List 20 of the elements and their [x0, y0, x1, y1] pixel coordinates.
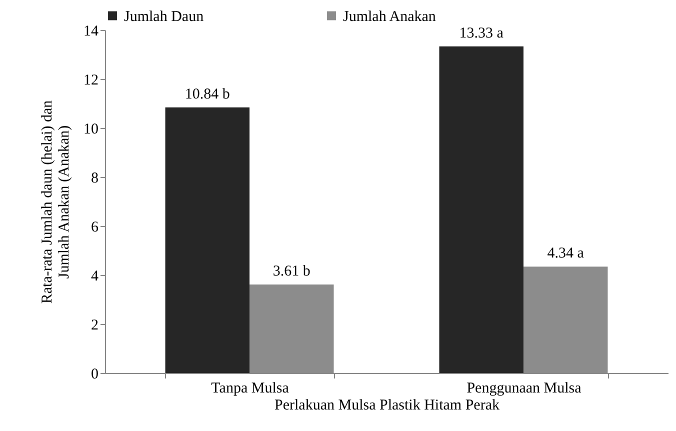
data-label: 4.34 a: [547, 246, 584, 262]
y-tick-label: 12: [84, 72, 98, 88]
y-tick-label: 4: [91, 268, 99, 284]
y-tick-label: 2: [91, 318, 98, 334]
x-axis-title: Perlakuan Mulsa Plastik Hitam Perak: [274, 398, 500, 414]
x-tick-label: Penggunaan Mulsa: [466, 380, 582, 396]
bar: [439, 46, 524, 373]
y-tick-label: 8: [91, 170, 98, 186]
y-tick-label: 10: [84, 122, 98, 138]
data-label: 10.84 b: [184, 86, 230, 102]
x-tick-label: Tanpa Mulsa: [211, 380, 290, 396]
data-label: 3.61 b: [272, 264, 310, 280]
legend-label: Jumlah Anakan: [343, 8, 436, 25]
legend-label: Jumlah Daun: [124, 8, 204, 25]
y-tick-label: 0: [91, 366, 98, 382]
y-tick-label: 6: [91, 220, 99, 236]
bar: [165, 107, 250, 373]
y-tick-label: 14: [84, 24, 99, 40]
y-axis-title: Rata-rata Jumlah daun (helai) dan Jumlah Anakan (Anakan): [40, 100, 72, 304]
data-label: 13.33 a: [459, 25, 504, 42]
